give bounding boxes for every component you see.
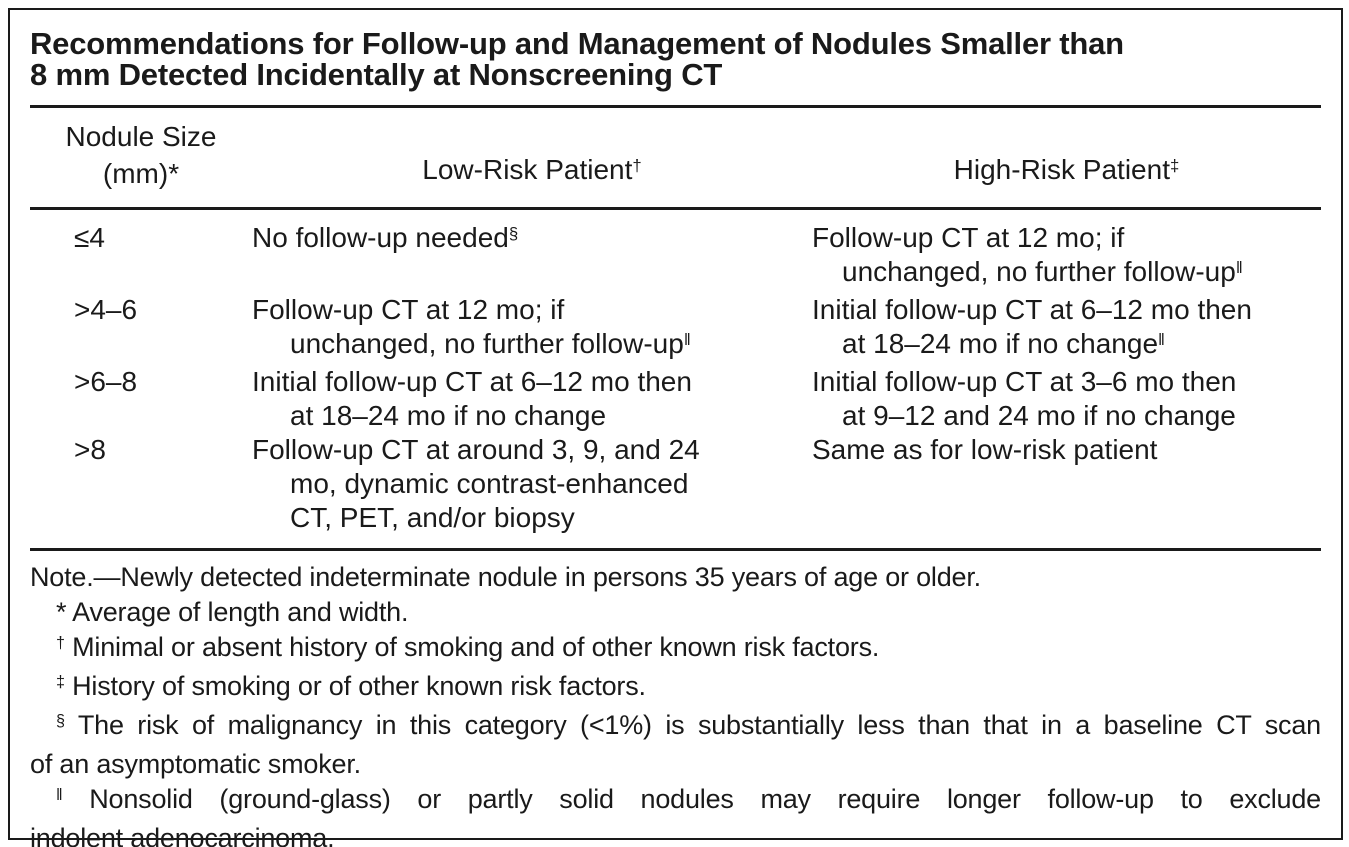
table-row-6-8: >6–8 Initial follow-up CT at 6–12 mo the… bbox=[30, 365, 1321, 433]
footnote-section-line-2: of an asymptomatic smoker. bbox=[30, 749, 361, 779]
cell-line: Same as for low-risk patient bbox=[812, 433, 1321, 467]
cell-text: at 18–24 mo if no change bbox=[842, 328, 1159, 359]
cell-line: unchanged, no further follow-up‖ bbox=[252, 327, 812, 365]
row-1-high-risk-cell: Follow-up CT at 12 mo; if unchanged, no … bbox=[812, 221, 1321, 293]
title-line-2: 8 mm Detected Incidentally at Nonscreeni… bbox=[30, 57, 723, 92]
row-1-low-risk-cell: No follow-up needed§ bbox=[252, 221, 812, 293]
col-header-high-risk: High-Risk Patient‡ bbox=[812, 151, 1321, 192]
note-general: Note.—Newly detected indeterminate nodul… bbox=[30, 562, 981, 592]
footnote-double-dagger-text: History of smoking or of other known ris… bbox=[72, 671, 646, 701]
footnote-dagger-text: Minimal or absent history of smoking and… bbox=[72, 632, 880, 662]
cell-text: Follow-up CT at around 3, 9, and 24 bbox=[252, 434, 700, 465]
col-header-low-risk-label: Low-Risk Patient bbox=[422, 154, 633, 185]
footnotes-block: Note.—Newly detected indeterminate nodul… bbox=[30, 551, 1321, 847]
rule-below-header bbox=[30, 207, 1321, 210]
row-3-high-risk-cell: Initial follow-up CT at 3–6 mo then at 9… bbox=[812, 365, 1321, 433]
section-footnote-marker: § bbox=[508, 223, 519, 243]
footnote-section-text: The risk of malignancy in this category … bbox=[77, 710, 1321, 740]
row-4-low-risk-cell: Follow-up CT at around 3, 9, and 24 mo, … bbox=[252, 433, 812, 535]
dbar-footnote-marker: ‖ bbox=[1158, 329, 1165, 349]
cell-line: Follow-up CT at 12 mo; if bbox=[812, 221, 1321, 255]
row-2-low-risk-cell: Follow-up CT at 12 mo; if unchanged, no … bbox=[252, 293, 812, 365]
cell-text: at 9–12 and 24 mo if no change bbox=[842, 400, 1236, 431]
cell-text: CT, PET, and/or biopsy bbox=[290, 502, 575, 533]
footnote-dbar-text: Nonsolid (ground-glass) or partly solid … bbox=[89, 784, 1321, 814]
table-frame: Recommendations for Follow-up and Manage… bbox=[8, 8, 1343, 847]
cell-text: unchanged, no further follow-up bbox=[842, 256, 1236, 287]
col-header-nodule-size-line-1: Nodule Size bbox=[65, 121, 217, 152]
dagger-symbol: † bbox=[56, 633, 65, 652]
col-header-low-risk: Low-Risk Patient† bbox=[252, 151, 812, 192]
row-4-high-risk-cell: Same as for low-risk patient bbox=[812, 433, 1321, 535]
dbar-footnote-marker: ‖ bbox=[683, 329, 691, 349]
cell-text: Same as for low-risk patient bbox=[812, 434, 1158, 465]
cell-line: mo, dynamic contrast-enhanced bbox=[252, 467, 812, 501]
row-2-size: >4–6 bbox=[74, 294, 138, 325]
table-header-row: Nodule Size (mm)* Low-Risk Patient† High… bbox=[30, 108, 1321, 207]
table-title: Recommendations for Follow-up and Manage… bbox=[30, 28, 1321, 90]
double-dagger-symbol: ‡ bbox=[56, 672, 65, 691]
cell-line: Initial follow-up CT at 6–12 mo then bbox=[252, 365, 812, 399]
table-row-gt8: >8 Follow-up CT at around 3, 9, and 24 m… bbox=[30, 433, 1321, 535]
cell-line: No follow-up needed§ bbox=[252, 221, 812, 259]
row-3-low-risk-cell: Initial follow-up CT at 6–12 mo then at … bbox=[252, 365, 812, 433]
cell-text: Follow-up CT at 12 mo; if bbox=[252, 294, 565, 325]
cell-text: at 18–24 mo if no change bbox=[290, 400, 607, 431]
cell-line: at 18–24 mo if no change‖ bbox=[812, 327, 1321, 365]
cell-line: Follow-up CT at around 3, 9, and 24 bbox=[252, 433, 812, 467]
col-header-nodule-size: Nodule Size (mm)* bbox=[30, 118, 252, 192]
cell-text: No follow-up needed bbox=[252, 222, 509, 253]
footnote-star-text: Average of length and width. bbox=[72, 597, 409, 627]
footnote-section-line-1: § The risk of malignancy in this categor… bbox=[30, 708, 1321, 747]
dbar-footnote-marker: ‖ bbox=[1235, 257, 1243, 277]
double-dagger-footnote-marker: ‡ bbox=[1169, 155, 1180, 175]
star-symbol: * bbox=[56, 597, 67, 627]
row-3-size: >6–8 bbox=[74, 366, 138, 397]
row-4-size: >8 bbox=[74, 434, 106, 465]
rule-above-notes bbox=[30, 548, 1321, 551]
footnote-dagger: † Minimal or absent history of smoking a… bbox=[30, 630, 1321, 669]
cell-line: Initial follow-up CT at 3–6 mo then bbox=[812, 365, 1321, 399]
cell-text: Follow-up CT at 12 mo; if bbox=[812, 222, 1125, 253]
col-header-nodule-size-line-2: (mm)* bbox=[102, 158, 180, 189]
cell-line: at 18–24 mo if no change bbox=[252, 399, 812, 433]
section-symbol: § bbox=[56, 711, 65, 730]
footnote-dbar-line-2: indolent adenocarcinoma. bbox=[30, 823, 335, 847]
cell-line: Follow-up CT at 12 mo; if bbox=[252, 293, 812, 327]
cell-text: Initial follow-up CT at 6–12 mo then bbox=[252, 366, 692, 397]
footnote-dbar-line-1: ‖ Nonsolid (ground-glass) or partly soli… bbox=[30, 782, 1321, 821]
cell-line: at 9–12 and 24 mo if no change bbox=[812, 399, 1321, 433]
cell-line: unchanged, no further follow-up‖ bbox=[812, 255, 1321, 293]
footnote-double-dagger: ‡ History of smoking or of other known r… bbox=[30, 669, 1321, 708]
dbar-symbol: ‖ bbox=[56, 785, 63, 804]
row-1-size: ≤4 bbox=[74, 222, 105, 253]
col-header-high-risk-label: High-Risk Patient bbox=[953, 154, 1170, 185]
table-row-4-6: >4–6 Follow-up CT at 12 mo; if unchanged… bbox=[30, 293, 1321, 365]
cell-text: Initial follow-up CT at 3–6 mo then bbox=[812, 366, 1237, 397]
cell-text: mo, dynamic contrast-enhanced bbox=[290, 468, 689, 499]
table-body: ≤4 No follow-up needed§ Follow-up CT at … bbox=[30, 210, 1321, 548]
dagger-footnote-marker: † bbox=[632, 155, 642, 175]
cell-text: Initial follow-up CT at 6–12 mo then bbox=[812, 294, 1252, 325]
cell-text: unchanged, no further follow-up bbox=[290, 328, 684, 359]
cell-line: CT, PET, and/or biopsy bbox=[252, 501, 812, 535]
table-row-le4: ≤4 No follow-up needed§ Follow-up CT at … bbox=[30, 221, 1321, 293]
cell-line: Initial follow-up CT at 6–12 mo then bbox=[812, 293, 1321, 327]
rule-below-title bbox=[30, 105, 1321, 108]
row-2-high-risk-cell: Initial follow-up CT at 6–12 mo then at … bbox=[812, 293, 1321, 365]
footnote-star: * Average of length and width. bbox=[30, 595, 1321, 630]
title-line-1: Recommendations for Follow-up and Manage… bbox=[30, 26, 1124, 61]
